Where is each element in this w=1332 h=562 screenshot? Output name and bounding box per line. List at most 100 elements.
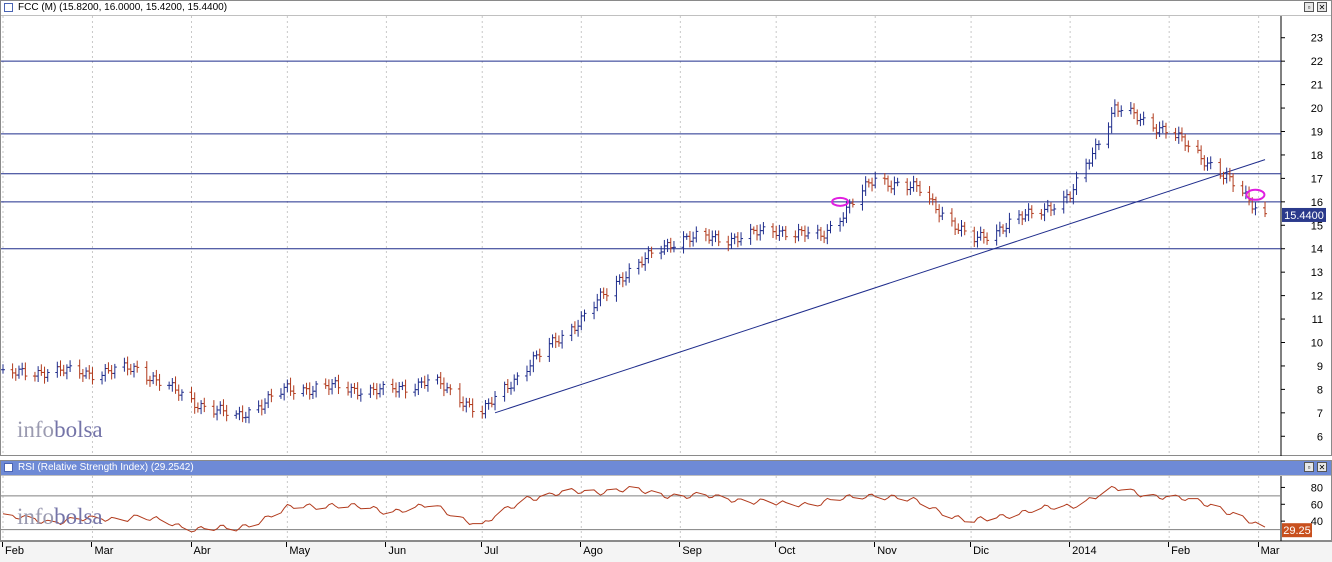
- ohlc-bar: [895, 177, 900, 187]
- month-label: Jul: [484, 545, 499, 557]
- ohlc-bar: [886, 175, 891, 192]
- ohlc-bar: [278, 388, 283, 399]
- minimize-button[interactable]: ▫: [1304, 2, 1314, 12]
- ohlc-bar: [336, 374, 341, 395]
- ohlc-bar: [1071, 184, 1076, 205]
- ohlc-bar: [68, 360, 73, 372]
- month-tick: [91, 542, 93, 547]
- ohlc-bar: [1208, 156, 1213, 170]
- ohlc-bar: [649, 246, 654, 258]
- ohlc-bar: [403, 379, 408, 399]
- ohlc-bar: [640, 256, 644, 268]
- ohlc-bar: [850, 198, 855, 208]
- ohlc-bar: [825, 224, 830, 245]
- ohlc-bar: [1074, 171, 1079, 195]
- ohlc-bar: [1090, 147, 1095, 167]
- y-tick-label: 6: [1317, 431, 1323, 443]
- ohlc-bar: [480, 405, 485, 419]
- ohlc-bar: [735, 232, 740, 248]
- ohlc-bar: [269, 388, 274, 403]
- ohlc-bar: [326, 379, 331, 396]
- ohlc-bar: [90, 367, 95, 385]
- month-label: Feb: [5, 545, 24, 557]
- ohlc-bar: [1116, 101, 1121, 117]
- ohlc-bar: [112, 363, 117, 379]
- ohlc-bar: [42, 366, 47, 384]
- ohlc-bar: [202, 397, 207, 413]
- ohlc-bar: [707, 229, 712, 244]
- ohlc-bar: [310, 385, 315, 399]
- y-tick-label: 7: [1317, 408, 1323, 420]
- ohlc-bar: [333, 376, 338, 388]
- ohlc-bar: [620, 272, 625, 288]
- y-tick-label: 17: [1311, 173, 1323, 185]
- price-chart: 6 7 8 9 10 11 12 13 14 15 16 17 18 19 20 21 22 23 15.4400 i…: [1, 16, 1326, 456]
- ohlc-bar: [288, 377, 293, 396]
- rsi-value-tag: [1282, 523, 1312, 538]
- close-button[interactable]: ✕: [1317, 462, 1327, 472]
- ohlc-bar: [668, 237, 673, 253]
- ohlc-bar: [64, 364, 69, 380]
- month-tick: [580, 542, 582, 547]
- ohlc-bar: [981, 228, 986, 244]
- ohlc-bar: [579, 311, 584, 331]
- ohlc-bar: [282, 383, 287, 401]
- ohlc-bar: [374, 383, 379, 400]
- rsi-y-tick-label: 40: [1311, 516, 1323, 528]
- ohlc-bar: [144, 361, 149, 385]
- ohlc-bar: [1093, 138, 1098, 160]
- ohlc-bar: [1154, 123, 1159, 140]
- y-tick-label: 8: [1317, 384, 1323, 396]
- ohlc-bar: [582, 309, 587, 322]
- ohlc-bar: [1199, 145, 1204, 165]
- ohlc-bar: [959, 220, 964, 237]
- ohlc-bar: [378, 383, 383, 398]
- ohlc-bar: [291, 385, 296, 400]
- ohlc-bar: [1173, 127, 1178, 141]
- ohlc-bar: [464, 397, 469, 413]
- ohlc-bar: [643, 252, 648, 271]
- rsi-panel-title: RSI (Relative Strength Index) (29.2542): [18, 462, 194, 473]
- ohlc-bar: [1004, 222, 1009, 238]
- ohlc-bar: [189, 386, 194, 403]
- ohlc-bar: [729, 232, 734, 249]
- rsi-panel-titlebar: RSI (Relative Strength Index) (29.2542) …: [1, 461, 1331, 476]
- y-tick-label: 23: [1311, 33, 1323, 45]
- y-tick-label: 14: [1311, 244, 1323, 256]
- ohlc-bar: [489, 396, 494, 408]
- ohlc-bar: [1202, 155, 1207, 171]
- ohlc-bar: [694, 226, 699, 243]
- ohlc-bar: [972, 226, 977, 248]
- ohlc-bar: [710, 230, 715, 247]
- close-button[interactable]: ✕: [1317, 2, 1327, 12]
- y-tick-label: 21: [1311, 80, 1323, 92]
- ohlc-bar: [128, 363, 133, 375]
- ohlc-bar: [1, 364, 5, 374]
- ohlc-bar: [1106, 122, 1111, 149]
- ohlc-bar: [716, 230, 721, 247]
- ohlc-bar: [1029, 205, 1034, 219]
- ohlc-bar: [215, 405, 220, 421]
- ohlc-bar: [604, 288, 609, 302]
- rsi-chart: 40 60 80 29.25 infobolsa: [1, 476, 1323, 541]
- ohlc-bar: [515, 372, 520, 386]
- ohlc-bar: [732, 233, 737, 245]
- last-price-label: 15.4400: [1284, 210, 1324, 222]
- ohlc-bar: [1227, 167, 1232, 182]
- ohlc-bar: [1179, 127, 1184, 142]
- ohlc-bar: [1084, 158, 1089, 183]
- ohlc-bar: [1253, 202, 1258, 216]
- ohlc-bar: [592, 301, 597, 320]
- ohlc-bar: [818, 226, 823, 241]
- ohlc-bar: [671, 240, 676, 253]
- ohlc-bar: [873, 171, 878, 189]
- ohlc-bar: [512, 374, 517, 392]
- ohlc-bar: [211, 400, 216, 418]
- month-tick: [1069, 542, 1071, 547]
- ohlc-bar: [1135, 109, 1140, 125]
- ohlc-bar: [636, 258, 641, 275]
- price-panel-title: FCC (M) (15.8200, 16.0000, 15.4200, 15.4…: [18, 2, 228, 13]
- minimize-button[interactable]: ▫: [1304, 462, 1314, 472]
- ohlc-bar: [870, 177, 875, 192]
- ohlc-bar: [237, 406, 242, 421]
